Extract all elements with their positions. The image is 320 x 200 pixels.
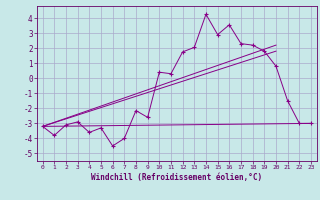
X-axis label: Windchill (Refroidissement éolien,°C): Windchill (Refroidissement éolien,°C) <box>91 173 262 182</box>
